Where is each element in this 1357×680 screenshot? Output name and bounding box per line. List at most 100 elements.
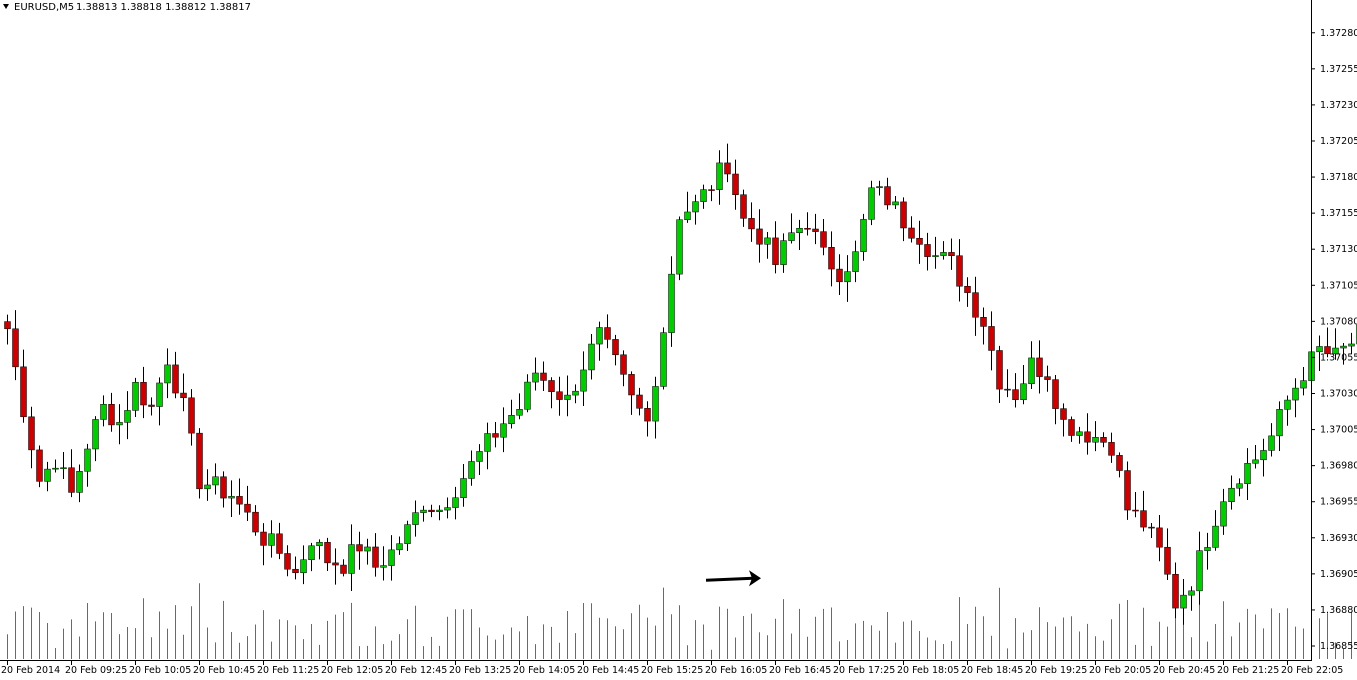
candle — [92, 416, 99, 462]
candle — [820, 219, 827, 256]
candle — [1028, 341, 1035, 389]
candle — [1084, 413, 1091, 455]
candle-body — [764, 237, 771, 245]
candle — [868, 180, 875, 226]
candle-body — [756, 228, 763, 245]
candle-body — [708, 189, 715, 191]
candle — [524, 374, 531, 413]
candle-body — [964, 285, 971, 293]
candle-body — [1212, 525, 1219, 548]
candle — [340, 559, 347, 577]
candle-body — [924, 244, 931, 257]
candle-body — [804, 228, 811, 230]
candle-body — [292, 568, 299, 574]
candle — [644, 401, 651, 437]
arrow-head — [749, 570, 761, 587]
candle — [348, 524, 355, 592]
candle-body — [820, 231, 827, 248]
candle-body — [748, 218, 755, 230]
candle-body — [716, 162, 723, 190]
candle-body — [1012, 389, 1019, 400]
candle-body — [1340, 345, 1347, 349]
candle-body — [500, 423, 507, 438]
candle-body — [332, 562, 339, 566]
time-tick-label: 20 Feb 21:25 — [1217, 665, 1279, 676]
candle-body — [868, 187, 875, 220]
candle — [812, 213, 819, 245]
candle — [292, 556, 299, 580]
candle-body — [1236, 483, 1243, 489]
candle — [548, 377, 555, 409]
time-tick-label: 20 Feb 2014 — [1, 665, 60, 676]
candle-body — [60, 467, 67, 469]
candle — [4, 314, 11, 345]
candle — [1044, 365, 1051, 392]
price-tick-label: 1.36955 — [1320, 497, 1357, 508]
candle-body — [796, 228, 803, 234]
time-tick-label: 20 Feb 17:25 — [833, 665, 895, 676]
candle — [1068, 416, 1075, 442]
candle-body — [1116, 455, 1123, 471]
candle — [756, 209, 763, 263]
candle — [252, 505, 259, 536]
candle-body — [1052, 379, 1059, 409]
candle-body — [132, 382, 139, 411]
candle — [1316, 335, 1323, 372]
time-tick-label: 20 Feb 14:45 — [577, 665, 639, 676]
candle-body — [420, 509, 427, 513]
candle — [852, 240, 859, 283]
candle — [1196, 531, 1203, 605]
candle-body — [108, 404, 115, 426]
candle-body — [172, 364, 179, 394]
candle-body — [412, 512, 419, 525]
candle — [452, 486, 459, 520]
candle — [1076, 426, 1083, 444]
candle-body — [556, 391, 563, 400]
candle — [76, 464, 83, 503]
candle-body — [1260, 450, 1267, 461]
candle-body — [644, 408, 651, 422]
candle — [124, 391, 131, 440]
candle — [132, 377, 139, 417]
candle-body — [316, 542, 323, 547]
volume-histogram — [7, 583, 1352, 659]
candle — [244, 485, 251, 522]
candle — [28, 406, 35, 469]
candle-body — [1124, 470, 1131, 511]
candle — [884, 177, 891, 210]
candle — [1148, 523, 1155, 539]
price-tick-label: 1.36855 — [1320, 641, 1357, 652]
candle — [284, 545, 291, 577]
candle-body — [340, 564, 347, 574]
candle — [1276, 401, 1283, 451]
candle-body — [1292, 387, 1299, 401]
candle — [1212, 510, 1219, 551]
time-tick-label: 20 Feb 20:45 — [1153, 665, 1215, 676]
candle-body — [724, 162, 731, 175]
candle — [316, 539, 323, 560]
candle — [444, 497, 451, 519]
candle — [324, 537, 331, 572]
candle — [388, 535, 395, 581]
candle-body — [612, 339, 619, 356]
candle — [44, 461, 51, 492]
candle — [668, 256, 675, 347]
candle-body — [52, 467, 59, 470]
collapse-triangle-icon[interactable] — [3, 4, 9, 9]
candle-body — [916, 237, 923, 245]
candle — [564, 375, 571, 417]
candle — [492, 422, 499, 448]
candle — [372, 533, 379, 577]
candle — [580, 351, 587, 407]
candle — [1132, 492, 1139, 518]
candle-body — [1220, 501, 1227, 527]
time-tick-label: 20 Feb 11:25 — [257, 665, 319, 676]
candle — [436, 505, 443, 521]
candle-body — [900, 201, 907, 229]
candle — [844, 255, 851, 302]
candle — [604, 314, 611, 349]
candle — [1292, 378, 1299, 418]
candle — [660, 327, 667, 390]
candle — [620, 350, 627, 387]
